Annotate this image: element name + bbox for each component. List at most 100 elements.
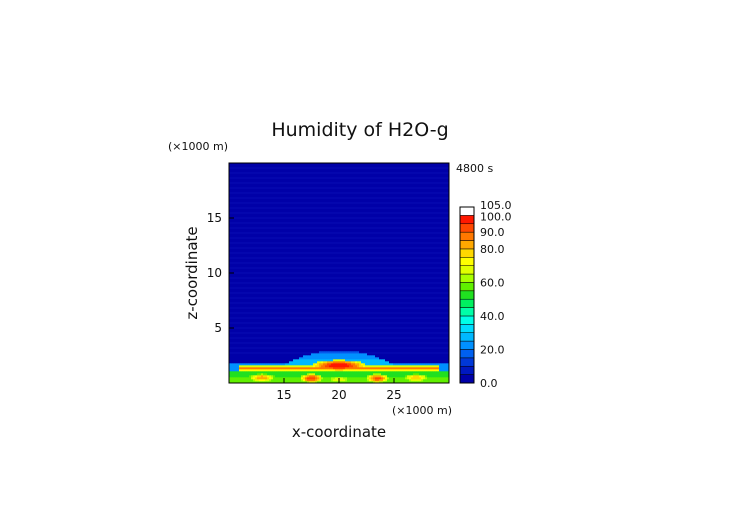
heatmap-cell — [303, 295, 306, 298]
heatmap-cell — [443, 319, 446, 322]
heatmap-cell — [303, 353, 306, 356]
heatmap-cell — [297, 359, 300, 362]
heatmap-cell — [235, 363, 238, 366]
heatmap-cell — [393, 369, 396, 372]
heatmap-cell — [277, 315, 280, 318]
heatmap-cell — [443, 295, 446, 298]
heatmap-cell — [435, 377, 438, 380]
heatmap-cell — [255, 335, 258, 338]
heatmap-cell — [383, 331, 386, 334]
heatmap-cell — [393, 303, 396, 306]
heatmap-cell — [337, 361, 340, 364]
heatmap-cell — [263, 295, 266, 298]
heatmap-cell — [385, 367, 388, 370]
heatmap-cell — [331, 343, 334, 346]
heatmap-cell — [241, 301, 244, 304]
heatmap-cell — [251, 299, 254, 302]
heatmap-cell — [399, 319, 402, 322]
heatmap-cell — [303, 291, 306, 294]
heatmap-cell — [411, 325, 414, 328]
heatmap-cell — [363, 309, 366, 312]
heatmap-cell — [315, 341, 318, 344]
heatmap-cell — [395, 361, 398, 364]
heatmap-cell — [387, 313, 390, 316]
heatmap-cell — [417, 303, 420, 306]
heatmap-cell — [349, 311, 352, 314]
heatmap-cell — [389, 345, 392, 348]
heatmap-cell — [321, 311, 324, 314]
heatmap-cell — [277, 293, 280, 296]
heatmap-cell — [273, 367, 276, 370]
heatmap-cell — [409, 323, 412, 326]
heatmap-cell — [275, 321, 278, 324]
heatmap-cell — [421, 351, 424, 354]
heatmap-cell — [401, 371, 404, 374]
heatmap-cell — [247, 355, 250, 358]
heatmap-cell — [255, 381, 258, 384]
heatmap-cell — [251, 359, 254, 362]
heatmap-cell — [309, 329, 312, 332]
heatmap-cell — [293, 377, 296, 380]
heatmap-cell — [441, 299, 444, 302]
heatmap-cell — [321, 377, 324, 380]
heatmap-cell — [259, 357, 262, 360]
heatmap-cell — [423, 365, 426, 368]
heatmap-cell — [389, 343, 392, 346]
heatmap-cell — [279, 333, 282, 336]
heatmap-cell — [317, 333, 320, 336]
heatmap-cell — [317, 361, 320, 364]
heatmap-cell — [367, 345, 370, 348]
heatmap-cell — [355, 339, 358, 342]
heatmap-cell — [229, 331, 232, 334]
heatmap-cell — [367, 381, 370, 384]
heatmap-cell — [377, 325, 380, 328]
heatmap-cell — [383, 309, 386, 312]
heatmap-cell — [333, 309, 336, 312]
heatmap-cell — [335, 379, 338, 382]
heatmap-cell — [375, 367, 378, 370]
heatmap-cell — [369, 357, 372, 360]
heatmap-cell — [363, 333, 366, 336]
heatmap-cell — [383, 299, 386, 302]
heatmap-cell — [437, 315, 440, 318]
heatmap-cell — [319, 295, 322, 298]
heatmap-cell — [389, 367, 392, 370]
heatmap-cell — [447, 325, 450, 328]
heatmap-cell — [275, 351, 278, 354]
heatmap-cell — [293, 359, 296, 362]
heatmap-cell — [255, 293, 258, 296]
heatmap-cell — [417, 299, 420, 302]
heatmap-cell — [315, 299, 318, 302]
heatmap-cell — [331, 311, 334, 314]
heatmap-cell — [311, 339, 314, 342]
heatmap-cell — [255, 373, 258, 376]
heatmap-cell — [369, 359, 372, 362]
heatmap-cell — [271, 333, 274, 336]
heatmap-cell — [303, 357, 306, 360]
heatmap-cell — [391, 325, 394, 328]
heatmap-cell — [325, 325, 328, 328]
heatmap-cell — [283, 299, 286, 302]
heatmap-cell — [301, 303, 304, 306]
heatmap-cell — [443, 293, 446, 296]
heatmap-cell — [339, 339, 342, 342]
heatmap-cell — [369, 333, 372, 336]
heatmap-cell — [331, 339, 334, 342]
heatmap-cell — [335, 365, 338, 368]
heatmap-cell — [379, 339, 382, 342]
heatmap-cell — [403, 361, 406, 364]
heatmap-cell — [287, 329, 290, 332]
heatmap-cell — [399, 365, 402, 368]
heatmap-cell — [261, 323, 264, 326]
heatmap-cell — [359, 375, 362, 378]
heatmap-cell — [295, 343, 298, 346]
heatmap-cell — [269, 313, 272, 316]
heatmap-cell — [295, 341, 298, 344]
heatmap-cell — [375, 321, 378, 324]
heatmap-cell — [377, 349, 380, 352]
heatmap-cell — [367, 311, 370, 314]
heatmap-cell — [329, 371, 332, 374]
heatmap-cell — [325, 305, 328, 308]
heatmap-cell — [275, 379, 278, 382]
heatmap-cell — [257, 367, 260, 370]
